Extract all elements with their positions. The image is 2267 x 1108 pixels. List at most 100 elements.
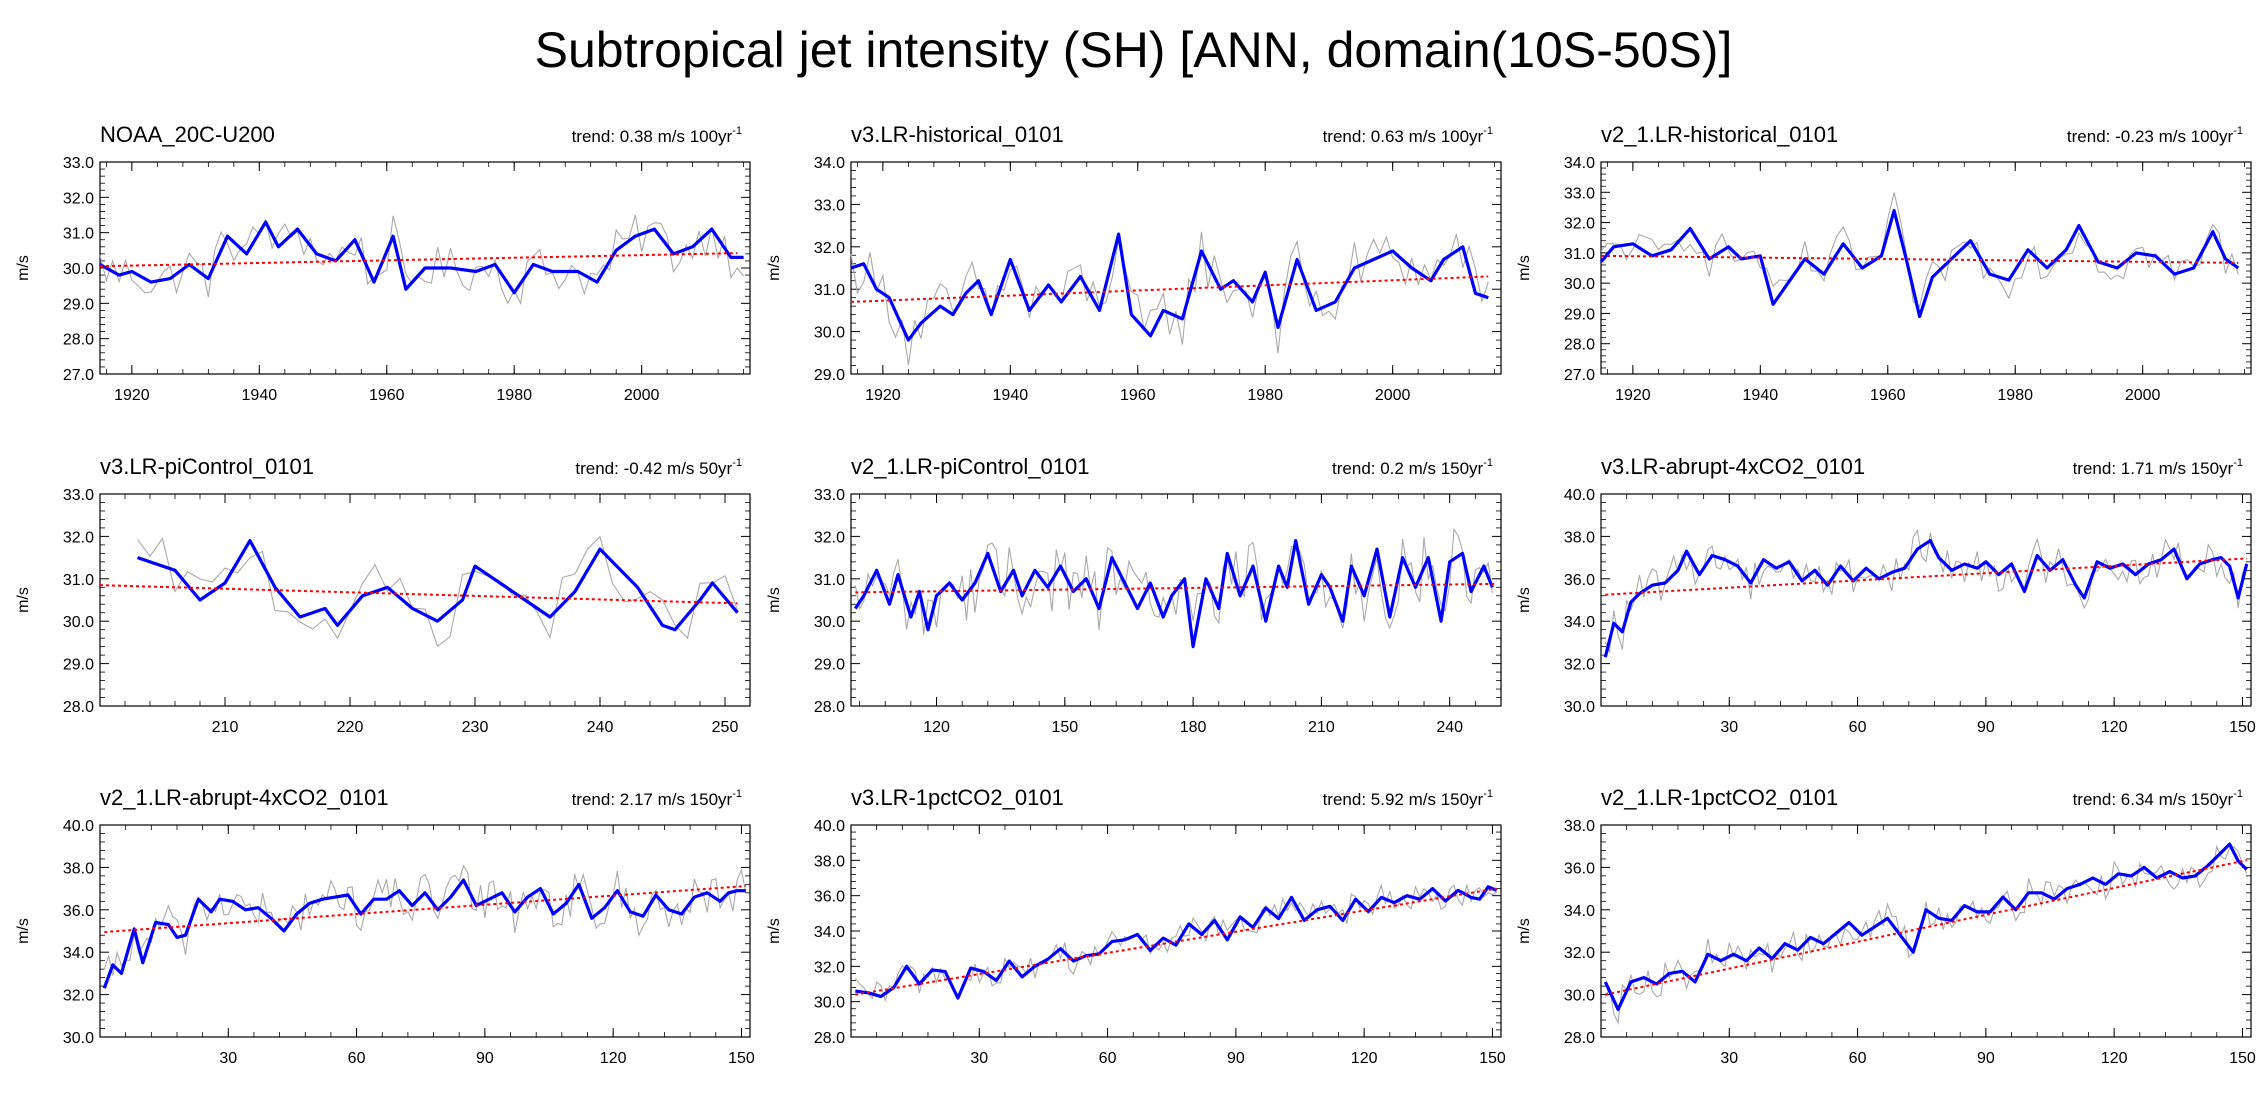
x-tick-label: 30 xyxy=(1720,1050,1738,1067)
plot-frame xyxy=(1600,824,2252,1038)
x-tick-label: 180 xyxy=(1180,719,1207,736)
y-tick-label: 27.0 xyxy=(63,367,94,384)
smoothed-series-line xyxy=(1603,538,2249,658)
chart-panel-1: NOAA_20C-U200 trend: 0.38 m/s 100yr-1 m/s 2… xyxy=(15,122,751,404)
trend-label: trend: 0.63 m/s 100yr-1 xyxy=(1323,125,1493,146)
trend-label: trend: 0.38 m/s 100yr-1 xyxy=(572,125,742,146)
x-tick-label: 1920 xyxy=(1615,387,1651,404)
y-tick-label: 28.0 xyxy=(814,1030,845,1047)
chart-panel-2: v3.LR-historical_0101 trend: 0.63 m/s 100… xyxy=(766,122,1502,404)
y-tick-label: 40.0 xyxy=(63,818,94,835)
x-tick-label: 230 xyxy=(462,719,489,736)
y-tick-label: 38.0 xyxy=(63,860,94,877)
raw-series-line xyxy=(99,214,745,306)
y-tick-label: 28.0 xyxy=(1564,1030,1595,1047)
y-tick-label: 34.0 xyxy=(1564,903,1595,920)
y-tick-label: 30.0 xyxy=(1564,699,1595,716)
y-tick-label: 29.0 xyxy=(63,657,94,674)
x-tick-label: 1920 xyxy=(865,387,901,404)
y-axis-label: m/s xyxy=(1516,255,1533,281)
trend-exponent: -1 xyxy=(732,788,742,800)
chart-panel-3: v2_1.LR-historical_0101 trend: -0.23 m/s … xyxy=(1516,122,2252,404)
x-tick-label: 150 xyxy=(2229,1050,2256,1067)
chart-panel-8: v3.LR-1pctCO2_0101 trend: 5.92 m/s 150yr-… xyxy=(766,785,1506,1067)
plot-frame xyxy=(850,824,1502,1038)
x-tick-label: 2000 xyxy=(2125,387,2161,404)
y-axis-label: m/s xyxy=(15,255,32,281)
y-tick-label: 34.0 xyxy=(1564,155,1595,172)
x-tick-label: 210 xyxy=(1308,719,1335,736)
y-tick-label: 27.0 xyxy=(1564,367,1595,384)
panel-title: v3.LR-piControl_0101 xyxy=(100,454,314,479)
y-tick-label: 29.0 xyxy=(1564,306,1595,323)
y-tick-label: 32.0 xyxy=(63,529,94,546)
chart-panel-4: v3.LR-piControl_0101 trend: -0.42 m/s 50y… xyxy=(15,454,751,736)
panel-title: NOAA_20C-U200 xyxy=(100,122,275,147)
x-tick-label: 120 xyxy=(1351,1050,1378,1067)
x-tick-label: 1980 xyxy=(1997,387,2033,404)
y-tick-label: 30.0 xyxy=(814,995,845,1012)
x-tick-label: 240 xyxy=(587,719,614,736)
y-axis-label: m/s xyxy=(15,918,32,944)
trend-line xyxy=(1605,557,2247,596)
trend-exponent: -1 xyxy=(2233,788,2243,800)
trend-label: trend: -0.42 m/s 50yr-1 xyxy=(575,457,742,478)
x-tick-label: 1940 xyxy=(242,387,278,404)
x-tick-label: 2000 xyxy=(1375,387,1411,404)
smoothed-series-line xyxy=(853,538,1494,649)
y-tick-label: 34.0 xyxy=(814,924,845,941)
x-tick-label: 60 xyxy=(1849,1050,1867,1067)
trend-label: trend: 6.34 m/s 150yr-1 xyxy=(2073,788,2243,809)
x-tick-label: 150 xyxy=(1479,1050,1506,1067)
figure-title: Subtropical jet intensity (SH) [ANN, dom… xyxy=(534,22,1733,78)
y-tick-label: 36.0 xyxy=(1564,572,1595,589)
plot-frame xyxy=(99,824,751,1038)
y-tick-label: 32.0 xyxy=(63,988,94,1005)
smoothed-series-line xyxy=(136,538,739,632)
chart-panel-5: v2_1.LR-piControl_0101 trend: 0.2 m/s 150… xyxy=(766,454,1502,736)
x-tick-label: 1980 xyxy=(1247,387,1283,404)
x-tick-label: 120 xyxy=(600,1050,627,1067)
trend-label: trend: 1.71 m/s 150yr-1 xyxy=(2073,457,2243,478)
y-axis-label: m/s xyxy=(766,918,783,944)
x-tick-label: 90 xyxy=(1977,719,1995,736)
x-tick-label: 30 xyxy=(219,1050,237,1067)
y-tick-label: 40.0 xyxy=(1564,487,1595,504)
x-tick-label: 210 xyxy=(212,719,239,736)
panel-title: v3.LR-abrupt-4xCO2_0101 xyxy=(1601,454,1865,479)
x-tick-label: 60 xyxy=(348,1050,366,1067)
y-tick-label: 32.0 xyxy=(63,190,94,207)
y-tick-label: 30.0 xyxy=(63,261,94,278)
y-tick-label: 31.0 xyxy=(814,572,845,589)
y-tick-label: 34.0 xyxy=(1564,614,1595,631)
y-tick-label: 31.0 xyxy=(814,282,845,299)
trend-line xyxy=(1605,859,2247,996)
x-tick-label: 60 xyxy=(1849,719,1867,736)
raw-series-line xyxy=(1600,192,2239,308)
panel-title: v3.LR-historical_0101 xyxy=(851,122,1064,147)
plot-frame xyxy=(1600,161,2252,375)
x-tick-label: 120 xyxy=(923,719,950,736)
y-tick-label: 34.0 xyxy=(814,155,845,172)
y-axis-label: m/s xyxy=(766,587,783,613)
y-tick-label: 32.0 xyxy=(814,240,845,257)
y-tick-label: 29.0 xyxy=(63,296,94,313)
trend-line xyxy=(855,887,1497,996)
y-tick-label: 31.0 xyxy=(1564,246,1595,263)
x-tick-label: 120 xyxy=(2101,1050,2128,1067)
panel-title: v2_1.LR-piControl_0101 xyxy=(851,454,1090,479)
x-tick-label: 150 xyxy=(728,1050,755,1067)
plot-frame xyxy=(850,161,1502,375)
y-tick-label: 32.0 xyxy=(1564,945,1595,962)
x-tick-label: 150 xyxy=(1051,719,1078,736)
trend-exponent: -1 xyxy=(1483,788,1493,800)
y-tick-label: 30.0 xyxy=(1564,988,1595,1005)
smoothed-series-line xyxy=(855,885,1498,1000)
trend-line xyxy=(104,885,746,934)
y-tick-label: 28.0 xyxy=(1564,337,1595,354)
trend-line xyxy=(1600,254,2239,264)
y-tick-label: 40.0 xyxy=(814,818,845,835)
y-tick-label: 30.0 xyxy=(63,1030,94,1047)
x-tick-label: 1960 xyxy=(1870,387,1906,404)
